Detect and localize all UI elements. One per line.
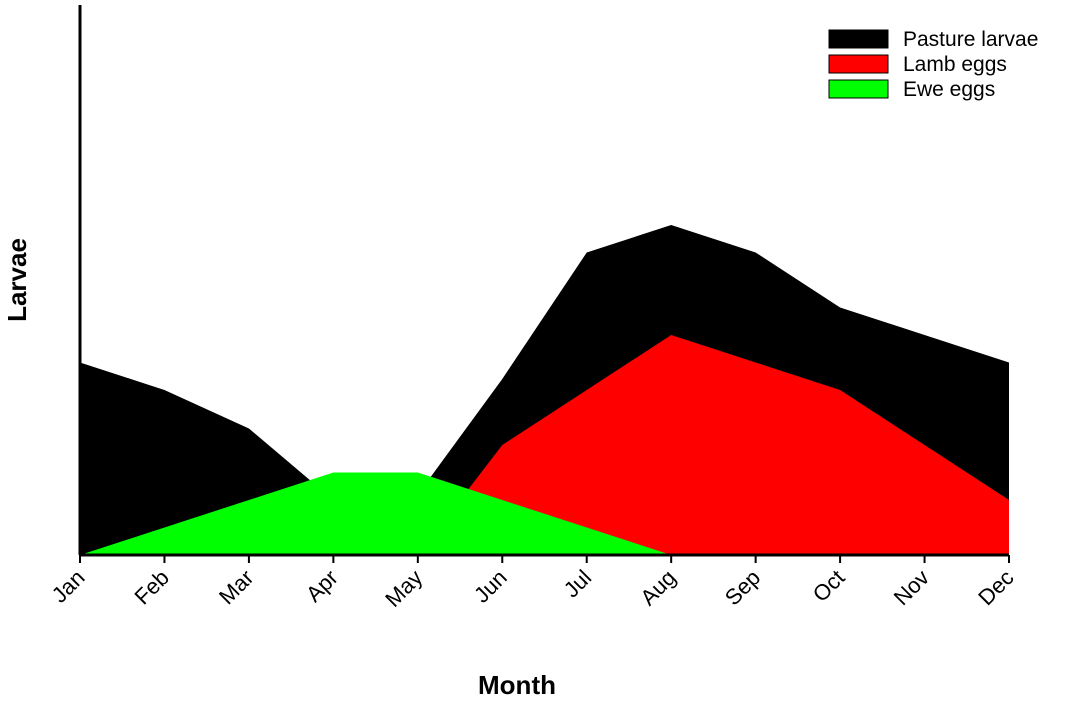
area-lamb-eggs: [80, 335, 1009, 555]
x-tick-label: Jan: [47, 565, 90, 608]
legend-swatch: [828, 29, 889, 49]
x-tick-label: Nov: [889, 565, 934, 610]
x-tick-label: Jul: [559, 565, 597, 603]
ticks-layer: Jan Feb Mar Apr May Jun Jul Aug Sep Oct Nov Dec: [47, 555, 1019, 612]
x-axis-title: Month: [478, 670, 556, 700]
legend-label: Pasture larvae: [903, 28, 1038, 51]
x-tick-label: May: [380, 565, 427, 612]
x-tick-label: Mar: [214, 565, 258, 609]
x-tick-label: Aug: [635, 565, 680, 610]
x-tick-label: Apr: [301, 565, 343, 607]
legend-label: Ewe eggs: [903, 78, 995, 101]
legend-swatch: [828, 54, 889, 74]
legend-swatch: [828, 79, 889, 99]
axes-layer: [78, 5, 1009, 557]
y-axis-title: Larvae: [2, 238, 32, 322]
x-tick-label: Oct: [808, 565, 850, 607]
x-tick-label: Dec: [973, 565, 1018, 610]
legend-label: Lamb eggs: [903, 53, 1007, 76]
x-tick-label: Jun: [469, 565, 512, 608]
area-ewe-eggs: [80, 472, 1009, 555]
x-tick-label: Sep: [720, 565, 765, 610]
areas-layer: [80, 225, 1009, 555]
x-tick-label: Feb: [129, 565, 173, 609]
